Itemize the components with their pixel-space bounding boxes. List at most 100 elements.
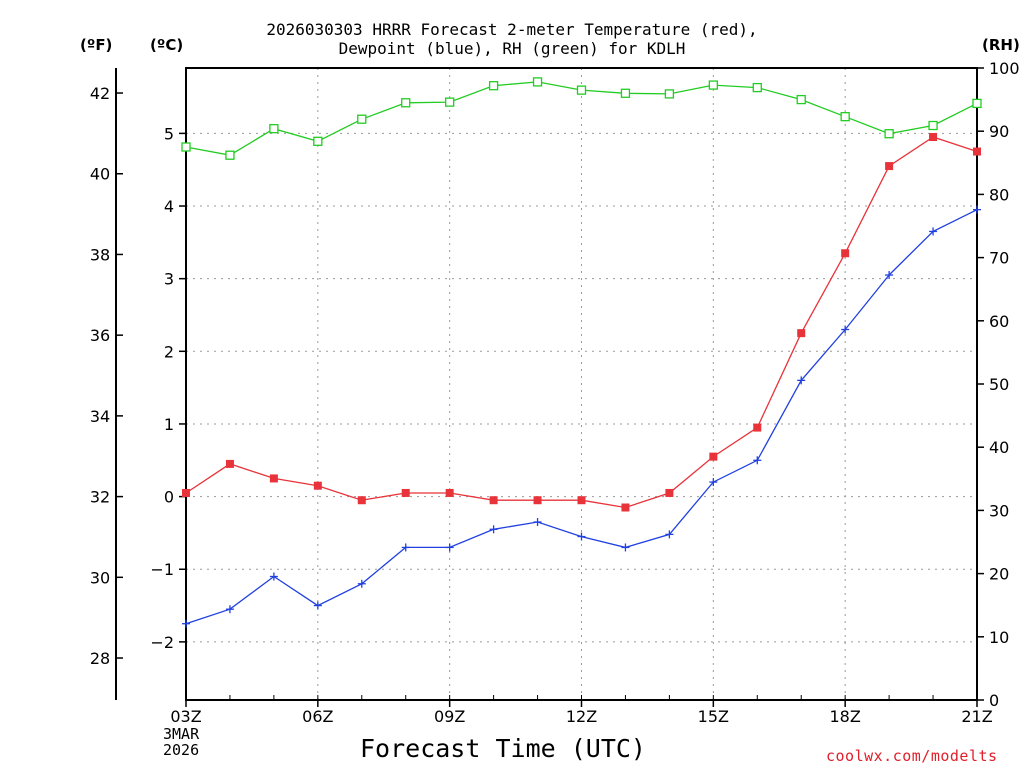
rh-data-point (576, 85, 587, 95)
rh-data-point (532, 77, 543, 87)
temperature-data-point (709, 452, 718, 461)
dewpoint-data-point (357, 579, 366, 588)
source-credit: coolwx.com/modelts (826, 747, 998, 765)
chart-title-line-1: 2026030303 HRRR Forecast 2-meter Tempera… (266, 20, 758, 39)
dewpoint-data-point (269, 572, 278, 581)
date-label-month: 3MAR (163, 725, 200, 743)
tick-layer: −2−1012345283032343638404201020304050607… (90, 59, 1020, 726)
dewpoint-data-point (533, 518, 542, 527)
celsius-unit-label: (ºC) (150, 36, 184, 54)
temperature-data-point (489, 496, 498, 505)
rh-data-point (401, 98, 411, 108)
rh-tick-label: 60 (989, 312, 1009, 331)
dewpoint-data-point (841, 325, 850, 334)
celsius-tick-label: 0 (164, 488, 174, 507)
temperature-data-point (753, 423, 762, 432)
rh-data-point (928, 120, 938, 131)
rh-tick-label: 0 (989, 691, 999, 710)
series-layer (181, 77, 982, 628)
celsius-tick-label: 4 (164, 197, 174, 216)
dewpoint-data-point (489, 525, 498, 534)
dewpoint-data-point (313, 601, 322, 610)
temperature-data-point (929, 133, 938, 142)
rh-data-point (796, 94, 806, 105)
fahrenheit-tick-label: 28 (90, 649, 110, 668)
temperature-series-line (185, 136, 978, 509)
dewpoint-data-point (225, 605, 234, 614)
x-tick-label: 12Z (566, 707, 597, 726)
celsius-tick-label: 2 (164, 342, 174, 361)
x-tick-label: 18Z (830, 707, 861, 726)
rh-data-point (752, 82, 762, 93)
rh-data-point (181, 142, 191, 152)
fahrenheit-unit-label: (ºF) (80, 36, 113, 54)
temperature-data-point (577, 496, 586, 505)
temperature-data-point (269, 474, 278, 483)
rh-data-point (708, 80, 718, 90)
rh-data-point (620, 88, 631, 98)
chart-title-line-2: Dewpoint (blue), RH (green) for KDLH (338, 39, 686, 58)
rh-data-point (884, 129, 894, 139)
rh-data-point (840, 112, 850, 122)
dewpoint-data-point (929, 227, 938, 236)
rh-data-point (445, 97, 455, 107)
dewpoint-data-point (182, 619, 190, 628)
temperature-data-point (665, 488, 674, 497)
rh-tick-label: 10 (989, 628, 1009, 647)
rh-data-point (664, 89, 675, 99)
dewpoint-data-point (753, 456, 762, 465)
rh-unit-label: (RH) (982, 36, 1020, 54)
rh-data-point (313, 136, 323, 146)
temperature-data-point (313, 481, 322, 490)
celsius-tick-label: 1 (164, 415, 174, 434)
x-tick-label: 21Z (961, 707, 992, 726)
celsius-tick-label: −1 (150, 560, 174, 579)
dewpoint-data-point (577, 532, 586, 541)
fahrenheit-tick-label: 36 (90, 326, 110, 345)
temperature-data-point (357, 496, 366, 505)
temperature-data-point (885, 162, 894, 171)
temperature-data-point (797, 329, 806, 338)
temperature-data-point (182, 488, 190, 497)
dewpoint-data-point (621, 543, 630, 552)
temperature-data-point (533, 496, 542, 505)
x-axis-label: Forecast Time (UTC) (360, 734, 646, 763)
axis-layer (115, 67, 978, 701)
temperature-data-point (841, 249, 850, 258)
dewpoint-data-point (665, 530, 674, 539)
x-tick-label: 15Z (698, 707, 729, 726)
rh-tick-label: 50 (989, 375, 1009, 394)
rh-data-point (972, 98, 982, 109)
rh-data-point (225, 150, 235, 160)
x-tick-label: 03Z (170, 707, 201, 726)
temperature-data-point (445, 488, 454, 497)
rh-tick-label: 100 (989, 59, 1020, 78)
rh-tick-label: 80 (989, 185, 1009, 204)
temperature-data-point (401, 488, 410, 497)
x-tick-label: 09Z (434, 707, 465, 726)
fahrenheit-tick-label: 34 (90, 407, 110, 426)
dewpoint-data-point (445, 543, 454, 552)
fahrenheit-tick-label: 38 (90, 245, 110, 264)
dewpoint-data-point (885, 271, 894, 280)
temperature-data-point (973, 147, 981, 156)
celsius-tick-label: 3 (164, 270, 174, 289)
fahrenheit-tick-label: 30 (90, 568, 110, 587)
dewpoint-data-point (401, 543, 410, 552)
dewpoint-data-point (709, 478, 718, 487)
grid-layer (186, 68, 977, 700)
x-tick-label: 06Z (302, 707, 333, 726)
rh-data-point (269, 124, 279, 134)
rh-tick-label: 20 (989, 565, 1009, 584)
rh-data-point (357, 114, 367, 124)
rh-data-point (488, 81, 499, 91)
fahrenheit-tick-label: 32 (90, 488, 110, 507)
date-label-year: 2026 (163, 741, 200, 759)
celsius-tick-label: 5 (164, 124, 174, 143)
rh-tick-label: 40 (989, 438, 1009, 457)
fahrenheit-tick-label: 42 (90, 84, 110, 103)
rh-tick-label: 70 (989, 249, 1009, 268)
temperature-data-point (621, 503, 630, 512)
temperature-data-point (225, 459, 234, 468)
